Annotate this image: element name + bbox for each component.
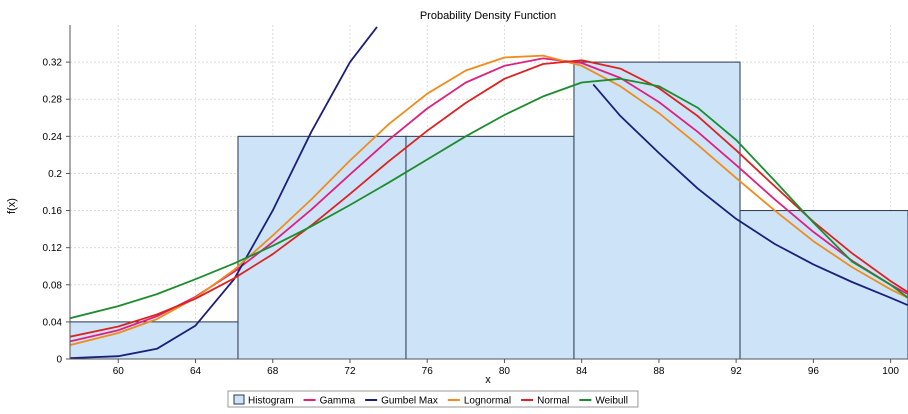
legend-swatch (233, 394, 245, 405)
legend-item-gamma: Gamma (303, 396, 356, 407)
legend-label: Lognormal (464, 396, 511, 407)
legend-item-weibull: Weibull (579, 396, 628, 407)
histogram-bars (69, 61, 908, 360)
y-tick-label: 0.24 (43, 132, 63, 143)
x-tick-label: 60 (113, 366, 125, 377)
legend-item-histogram: Histogram (233, 394, 294, 407)
histogram-bar (237, 135, 407, 360)
legend-item-gumbel-max: Gumbel Max (365, 396, 438, 407)
legend-item-lognormal: Lognormal (447, 396, 511, 407)
legend-label: Histogram (248, 396, 294, 407)
y-tick-label: 0 (56, 355, 62, 366)
chart-title: Probability Density Function (420, 10, 556, 22)
legend-item-normal: Normal (521, 396, 569, 407)
histogram-bar (573, 61, 741, 360)
x-tick-label: 68 (267, 366, 279, 377)
y-tick-label: 0.08 (43, 280, 63, 291)
x-tick-label: 92 (731, 366, 743, 377)
normal-curve (70, 59, 908, 338)
lognormal-curve (70, 54, 908, 346)
weibull-curve (70, 77, 908, 320)
legend: Histogram Gamma Gumbel Max Lognormal Normal W… (227, 390, 639, 408)
x-axis-label: x (485, 374, 491, 386)
y-tick-label: 0.04 (43, 317, 63, 328)
legend-label: Gumbel Max (381, 396, 438, 407)
y-tick-label: 0.2 (48, 169, 62, 180)
y-tick-label: 0.16 (43, 206, 63, 217)
histogram-bar (739, 210, 908, 360)
x-tick-label: 80 (499, 366, 511, 377)
x-tick-label: 100 (882, 366, 899, 377)
axes: 60 64 68 72 76 80 84 88 92 96 100 0 0.04 0.08 0.12 0.16… (43, 25, 908, 377)
x-tick-label: 64 (190, 366, 202, 377)
x-tick-label: 76 (422, 366, 434, 377)
x-tick-label: 88 (653, 366, 665, 377)
x-tick-label: 84 (576, 366, 588, 377)
legend-label: Gamma (320, 396, 356, 407)
density-curves (70, 26, 908, 359)
y-tick-label: 0.32 (43, 58, 63, 69)
y-axis-label: f(x) (6, 198, 18, 214)
y-tick-label: 0.12 (43, 243, 63, 254)
histogram-bar (69, 321, 239, 360)
legend-label: Normal (537, 396, 569, 407)
histogram-bar (405, 135, 575, 360)
legend-box (227, 390, 639, 408)
x-tick-label: 96 (808, 366, 820, 377)
gumbel-max-curve (592, 83, 908, 307)
legend-label: Weibull (595, 396, 628, 407)
x-tick-label: 72 (344, 366, 356, 377)
y-tick-label: 0.28 (43, 95, 63, 106)
